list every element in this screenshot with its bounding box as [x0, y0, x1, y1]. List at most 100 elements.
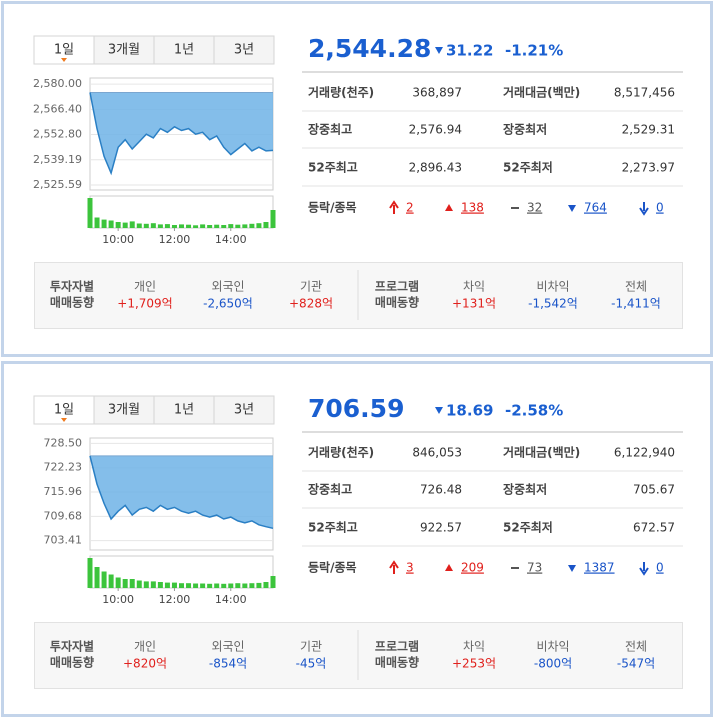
- y-tick-label: 2,566.40: [33, 102, 82, 115]
- investor-value: +131억: [452, 297, 496, 311]
- volume-bar: [249, 583, 255, 588]
- volume-bar: [270, 210, 276, 228]
- volume-bar: [150, 223, 156, 228]
- stat-value: 922.57: [420, 521, 462, 535]
- rise-icon: [445, 564, 453, 571]
- volume-bar: [200, 583, 206, 588]
- investor-label: 기관: [300, 640, 322, 654]
- price-area: [90, 455, 273, 529]
- volume-bar: [186, 583, 192, 588]
- volume-bar: [164, 224, 170, 228]
- volume-bar: [136, 223, 142, 228]
- upper-limit-icon: [389, 200, 399, 214]
- tab-label[interactable]: 3개월: [108, 43, 140, 58]
- volume-bar: [171, 582, 177, 588]
- volume-bar: [179, 583, 184, 588]
- volume-bar: [193, 225, 199, 228]
- change-rate: -1.21%: [505, 42, 563, 60]
- volume-bar: [94, 567, 100, 588]
- breadth-count[interactable]: 1387: [584, 561, 615, 575]
- breadth-count[interactable]: 209: [461, 561, 484, 575]
- breadth-count[interactable]: 73: [527, 561, 542, 575]
- active-indicator: [61, 58, 67, 62]
- investor-label: 전체: [625, 280, 647, 294]
- volume-bar: [242, 224, 248, 228]
- volume-bar: [214, 224, 220, 228]
- group-label: 매매동향: [50, 295, 94, 310]
- breadth-count[interactable]: 3: [406, 561, 414, 575]
- y-tick-label: 709.68: [44, 509, 83, 522]
- rise-icon: [445, 204, 453, 211]
- investor-value: -547억: [617, 657, 655, 671]
- volume-bar: [228, 583, 234, 588]
- tab-label[interactable]: 3개월: [108, 403, 140, 418]
- breadth-count[interactable]: 0: [656, 201, 664, 215]
- stat-value: 672.57: [633, 521, 675, 535]
- volume-bar: [94, 217, 100, 228]
- volume-bar: [214, 583, 220, 588]
- y-tick-label: 715.96: [44, 485, 83, 498]
- stat-label: 장중최저: [503, 122, 547, 137]
- y-tick-label: 722.23: [44, 461, 83, 474]
- tab-label[interactable]: 3년: [234, 43, 254, 58]
- volume-bar: [256, 582, 262, 588]
- market-panel: 1일 3개월 1년 3년 728.50 722.23 715.96 709.68 703.41 1…: [1, 361, 713, 717]
- period-tab[interactable]: [213, 395, 275, 425]
- breadth-count[interactable]: 2: [406, 201, 414, 215]
- volume-bar: [87, 558, 93, 588]
- breadth-count[interactable]: 138: [461, 201, 484, 215]
- stat-label: 거래대금(백만): [503, 445, 580, 460]
- volume-bar: [157, 224, 163, 228]
- tab-label[interactable]: 3년: [234, 403, 254, 418]
- x-tick-label: 10:00: [102, 233, 134, 246]
- y-tick-label: 703.41: [44, 534, 83, 547]
- breadth-count[interactable]: 0: [656, 561, 664, 575]
- volume-bar: [221, 583, 227, 588]
- y-tick-label: 728.50: [44, 436, 83, 449]
- volume-bar: [129, 221, 135, 228]
- volume-bar: [207, 583, 213, 588]
- price-line: [89, 455, 274, 530]
- volume-bar: [101, 571, 107, 588]
- investor-label: 비차익: [536, 280, 569, 294]
- investor-label: 외국인: [211, 280, 244, 294]
- volume-bar: [256, 223, 262, 228]
- volume-bar: [108, 574, 114, 588]
- breadth-count[interactable]: 764: [584, 201, 607, 215]
- volume-bar: [193, 583, 199, 588]
- volume-bar: [101, 219, 107, 228]
- x-tick-label: 14:00: [215, 593, 247, 606]
- period-tab[interactable]: [213, 35, 275, 65]
- group-label: 매매동향: [50, 655, 94, 670]
- volume-bar: [242, 583, 248, 588]
- stat-label: 등락/종목: [308, 201, 357, 215]
- fall-icon: [568, 205, 576, 212]
- investor-value: -1,411억: [611, 297, 661, 311]
- tab-label[interactable]: 1일: [54, 403, 74, 418]
- upper-limit-icon: [389, 560, 399, 574]
- y-tick-label: 2,539.19: [33, 153, 82, 166]
- volume-bar: [186, 224, 192, 228]
- y-tick-label: 2,580.00: [33, 77, 82, 90]
- stat-label: 52주최저: [503, 160, 553, 175]
- period-tab[interactable]: [93, 35, 155, 65]
- down-triangle: [435, 47, 443, 54]
- tab-label[interactable]: 1년: [174, 43, 194, 58]
- stat-value: 2,529.31: [622, 123, 675, 137]
- investor-value: -2,650억: [203, 297, 253, 311]
- change: 18.69: [446, 402, 493, 420]
- x-tick-label: 10:00: [102, 593, 134, 606]
- volume-bar: [171, 225, 177, 228]
- volume-bar: [115, 222, 121, 228]
- tab-label[interactable]: 1일: [54, 43, 74, 58]
- volume-bar: [235, 224, 241, 228]
- volume-bar: [235, 583, 241, 588]
- breadth-count[interactable]: 32: [527, 201, 542, 215]
- volume-bar: [150, 581, 156, 588]
- volume-bar: [249, 223, 255, 228]
- stat-label: 52주최고: [308, 160, 358, 175]
- investor-value: +828억: [289, 297, 333, 311]
- tab-label[interactable]: 1년: [174, 403, 194, 418]
- y-tick-label: 2,552.80: [33, 128, 82, 141]
- down-triangle: [435, 407, 443, 414]
